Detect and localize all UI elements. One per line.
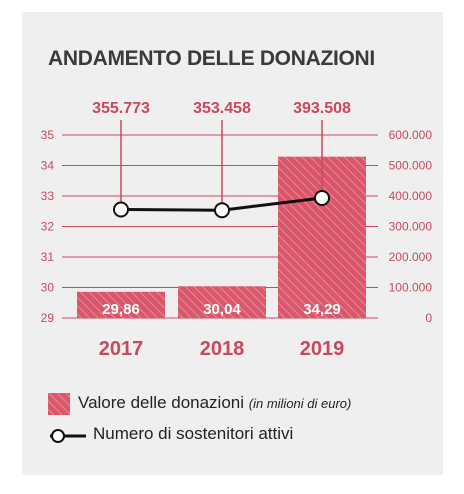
- legend-bars-unit: (in milioni di euro): [248, 396, 352, 411]
- line-point: [314, 189, 330, 206]
- line-value-label: 355.773: [92, 100, 150, 117]
- legend-bars-label: Valore delle donazioni: [78, 393, 245, 412]
- legend-line-label: Numero di sostenitori attivi: [93, 424, 294, 443]
- left-tick-label: 33: [41, 189, 55, 203]
- line-point: [113, 201, 129, 218]
- legend-line-swatch: [50, 429, 86, 443]
- chart-title: ANDAMENTO DELLE DONAZIONI: [48, 47, 375, 70]
- bar-value-label: 29,86: [102, 301, 140, 318]
- bar: [77, 291, 165, 318]
- category-label: 2019: [300, 338, 345, 360]
- line-value-label: 353.458: [193, 100, 251, 117]
- left-tick-label: 29: [41, 311, 55, 325]
- left-tick-label: 30: [41, 281, 55, 295]
- right-tick-label: 0: [425, 311, 432, 325]
- left-tick-label: 31: [41, 250, 55, 264]
- right-tick-label: 300.000: [389, 220, 433, 234]
- bar: [178, 286, 266, 318]
- left-tick-label: 35: [41, 128, 55, 142]
- right-tick-label: 600.000: [389, 128, 433, 142]
- legend-bars-item: Valore delle donazioni (in milioni di eu…: [78, 393, 351, 413]
- category-label: 2017: [99, 338, 144, 360]
- legend-bar-swatch: [48, 393, 70, 415]
- bar-value-label: 34,29: [303, 301, 341, 318]
- right-tick-label: 100.000: [389, 281, 433, 295]
- chart-card: [22, 12, 443, 475]
- left-tick-label: 32: [41, 220, 55, 234]
- right-tick-label: 400.000: [389, 189, 433, 203]
- category-label: 2018: [200, 338, 245, 360]
- left-tick-label: 34: [41, 159, 55, 173]
- right-tick-label: 500.000: [389, 159, 433, 173]
- line-point: [214, 202, 230, 219]
- bar-value-label: 30,04: [203, 301, 241, 318]
- right-tick-label: 200.000: [389, 250, 433, 264]
- line-value-label: 393.508: [293, 100, 351, 117]
